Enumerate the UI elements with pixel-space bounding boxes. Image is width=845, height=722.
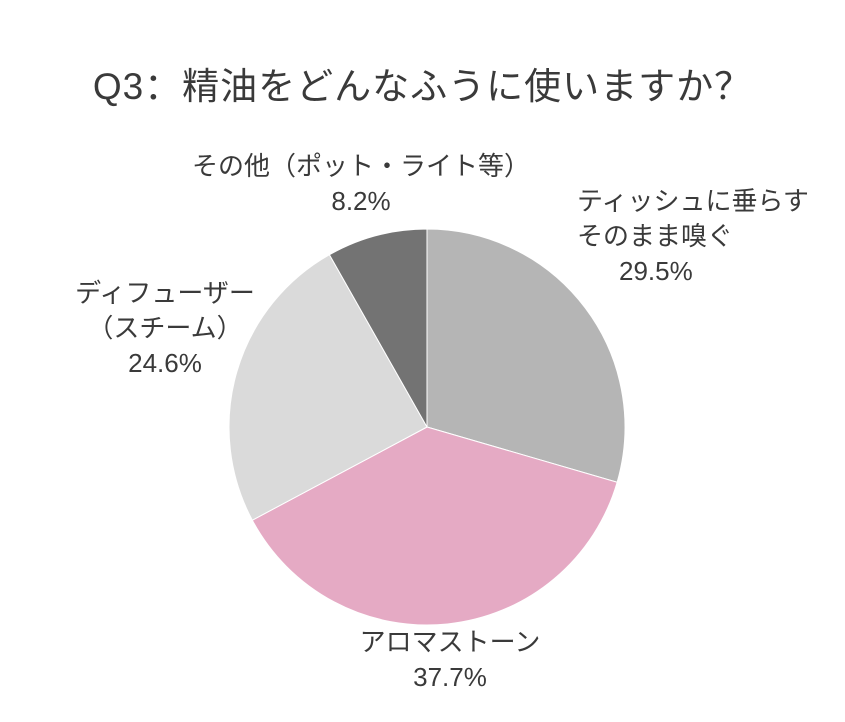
slice-percent: 24.6% [128,348,202,378]
pie-slice-3 [328,228,428,428]
pie-slice-2 [228,254,428,521]
pie-slice-1 [251,426,618,626]
slice-label-text: ティッシュに垂らす [577,186,809,216]
pie-chart [228,228,626,626]
slice-label-other: その他（ポット・ライト等） 8.2% [161,149,561,219]
pie-slice-0 [426,228,626,483]
slice-percent: 37.7% [413,662,487,692]
slice-label-stone: アロマストーン 37.7% [250,625,650,695]
slice-label-diffuser: ディフューザー （スチーム） 24.6% [15,276,315,381]
slice-label-tissue: ティッシュに垂らす そのまま嗅ぐ 29.5% [577,184,809,289]
slice-percent: 29.5% [619,256,693,286]
slice-label-text: ディフューザー [75,278,255,308]
slice-label-text: アロマストーン [359,627,541,657]
slice-label-text: （スチーム） [87,313,243,343]
slice-label-text: そのまま嗅ぐ [577,221,734,251]
slice-percent: 8.2% [331,186,391,216]
chart-title: Q3：精油をどんなふうに使いますか？ [92,66,753,107]
slice-label-text: その他（ポット・ライト等） [191,151,530,181]
